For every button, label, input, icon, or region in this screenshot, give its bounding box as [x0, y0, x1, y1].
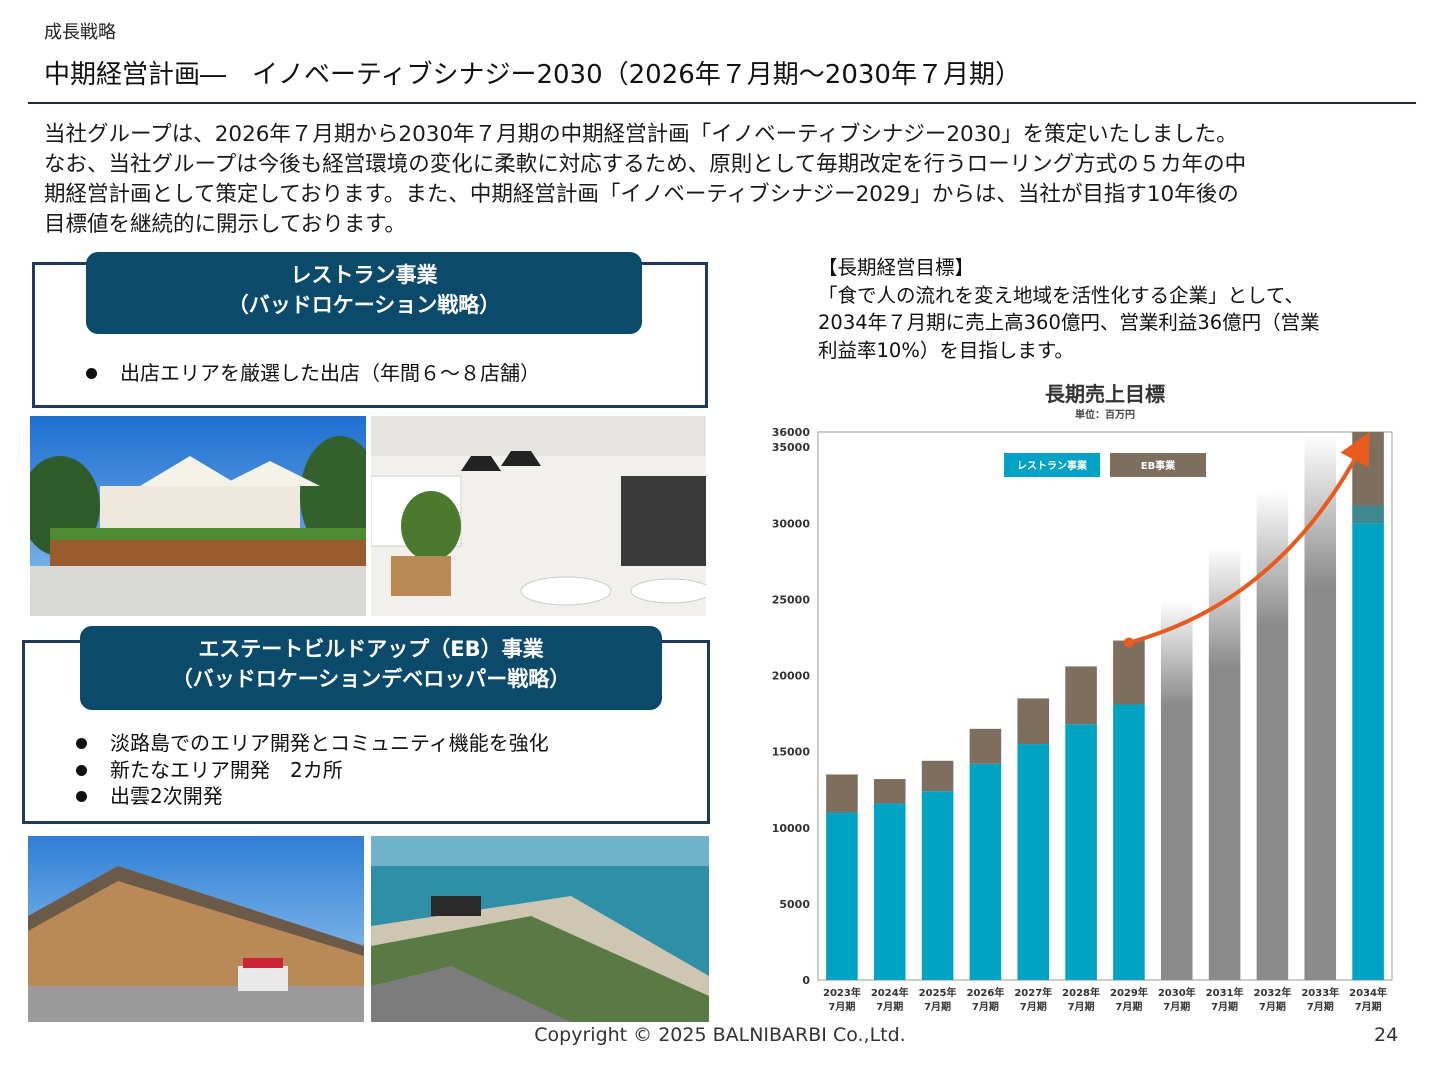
intro-line: 期経営計画として策定しております。また、中期経営計画「イノベーティブシナジー20…: [44, 182, 1239, 207]
bar-eb: [969, 728, 1002, 764]
x-tick-label: 7月期: [1259, 1000, 1286, 1013]
bar-restaurant: [873, 803, 906, 980]
copyright: Copyright © 2025 BALNIBARBI Co.,Ltd.: [534, 1024, 906, 1046]
x-tick-label: 2024年: [871, 986, 909, 999]
y-tick-label: 35000: [772, 441, 811, 454]
y-tick-label: 0: [802, 974, 810, 987]
x-tick-label: 7月期: [972, 1000, 999, 1013]
bar-restaurant: [1065, 724, 1097, 980]
restaurant-heading-line1: レストラン事業: [290, 263, 438, 287]
bar-blend: [1352, 505, 1384, 524]
x-tick-label: 7月期: [1068, 1000, 1095, 1013]
long-term-goal: 【長期経営目標】 「食で人の流れを変え地域を活性化する企業」として、 2034年…: [818, 254, 1320, 364]
eb-heading-line2: （バッドロケーションデベロッパー戦略）: [171, 667, 571, 691]
bar-restaurant: [921, 791, 954, 980]
bar-projection: [1304, 435, 1337, 980]
list-item: 新たなエリア開発 2カ所: [76, 757, 549, 784]
y-tick-label: 15000: [772, 746, 811, 759]
legend-label: レストラン事業: [1017, 459, 1088, 472]
x-tick-label: 7月期: [1307, 1000, 1334, 1013]
x-tick-label: 2025年: [919, 986, 957, 999]
restaurant-heading: レストラン事業 （バッドロケーション戦略）: [86, 252, 642, 334]
eb-building-photo: [28, 836, 364, 1022]
chart-unit: 単位：百万円: [1075, 410, 1135, 421]
goal-line: 利益率10%）を目指します。: [818, 338, 1074, 362]
bar-restaurant: [826, 812, 858, 980]
x-tick-label: 7月期: [876, 1000, 903, 1013]
bar-restaurant: [1352, 523, 1384, 980]
goal-line: 2034年７月期に売上高360億円、営業利益36億円（営業: [818, 311, 1320, 334]
y-tick-label: 5000: [779, 898, 810, 911]
bar-restaurant: [969, 763, 1002, 980]
y-tick-label: 10000: [772, 822, 811, 835]
x-tick-label: 7月期: [1115, 1000, 1142, 1013]
x-tick-label: 7月期: [1163, 1000, 1190, 1013]
x-tick-label: 7月期: [924, 1000, 951, 1013]
bar-projection: [1160, 599, 1193, 980]
y-tick-label: 25000: [772, 593, 811, 606]
x-tick-label: 2023年: [823, 986, 861, 999]
intro-line: 当社グループは、2026年７月期から2030年７月期の中期経営計画「イノベーティ…: [44, 122, 1238, 147]
goal-label: 【長期経営目標】: [818, 256, 975, 279]
plot-frame: [817, 431, 1393, 981]
x-tick-label: 7月期: [1020, 1000, 1047, 1013]
intro-line: 目標値を継続的に開示しております。: [44, 212, 407, 237]
y-tick-label: 20000: [772, 670, 811, 683]
x-tick-label: 2028年: [1062, 986, 1100, 999]
intro-text: 当社グループは、2026年７月期から2030年７月期の中期経営計画「イノベーティ…: [44, 120, 1414, 240]
bar-eb: [873, 779, 906, 804]
x-tick-label: 2033年: [1301, 986, 1339, 999]
list-item: 出雲2次開発: [76, 783, 549, 810]
legend-restaurant: [1004, 453, 1100, 477]
growth-arrow: [1128, 431, 1370, 645]
bar-projection: [1208, 546, 1241, 980]
legend-eb: [1110, 453, 1206, 477]
eb-bullets: 淡路島でのエリア開発とコミュニティ機能を強化 新たなエリア開発 2カ所 出雲2次…: [76, 730, 549, 810]
y-tick-label: 36000: [772, 426, 811, 439]
x-tick-label: 2034年: [1349, 986, 1387, 999]
bar-eb: [1065, 666, 1097, 725]
bar-eb: [1113, 640, 1145, 705]
sales-target-chart: 0 5000 10000 15000 20000 25000 30000 35000 36000…: [772, 426, 1393, 1013]
page-number: 24: [1374, 1024, 1399, 1046]
bar-eb: [826, 774, 858, 813]
restaurant-interior-photo: [371, 416, 706, 616]
restaurant-terrace-photo: [30, 416, 366, 616]
chart-title: 長期売上目標: [1045, 382, 1165, 406]
eb-heading-line1: エステートビルドアップ（EB）事業: [198, 637, 544, 661]
y-tick-label: 30000: [772, 517, 811, 530]
legend-label: EB事業: [1141, 459, 1176, 472]
page-title: 中期経営計画― イノベーティブシナジー2030（2026年７月期～2030年７月…: [44, 60, 1021, 90]
x-tick-label: 2031年: [1206, 986, 1244, 999]
title-divider: [28, 102, 1416, 104]
bar-eb: [921, 760, 954, 792]
x-tick-label: 7月期: [1211, 1000, 1238, 1013]
eb-coast-photo: [371, 836, 709, 1022]
x-tick-label: 2030年: [1158, 986, 1196, 999]
x-tick-label: 2029年: [1110, 986, 1148, 999]
x-tick-label: 2027年: [1014, 986, 1052, 999]
intro-line: なお、当社グループは今後も経営環境の変化に柔軟に対応するため、原則として毎期改定…: [44, 152, 1247, 177]
list-item: 淡路島でのエリア開発とコミュニティ機能を強化: [76, 730, 549, 757]
restaurant-heading-line2: （バッドロケーション戦略）: [227, 293, 501, 317]
goal-line: 「食で人の流れを変え地域を活性化する企業」として、: [818, 283, 1304, 307]
x-tick-label: 2032年: [1253, 986, 1291, 999]
x-tick-label: 7月期: [1355, 1000, 1382, 1013]
x-tick-label: 2026年: [966, 986, 1004, 999]
eb-heading: エステートビルドアップ（EB）事業 （バッドロケーションデベロッパー戦略）: [80, 626, 662, 710]
bar-restaurant: [1113, 704, 1145, 980]
bar-eb: [1017, 698, 1050, 745]
section-label: 成長戦略: [44, 22, 116, 43]
bar-restaurant: [1017, 744, 1050, 980]
list-item: 出店エリアを厳選した出店（年間６～８店舗）: [86, 360, 540, 387]
x-tick-label: 7月期: [828, 1000, 855, 1013]
restaurant-bullets: 出店エリアを厳選した出店（年間６～８店舗）: [86, 360, 540, 387]
